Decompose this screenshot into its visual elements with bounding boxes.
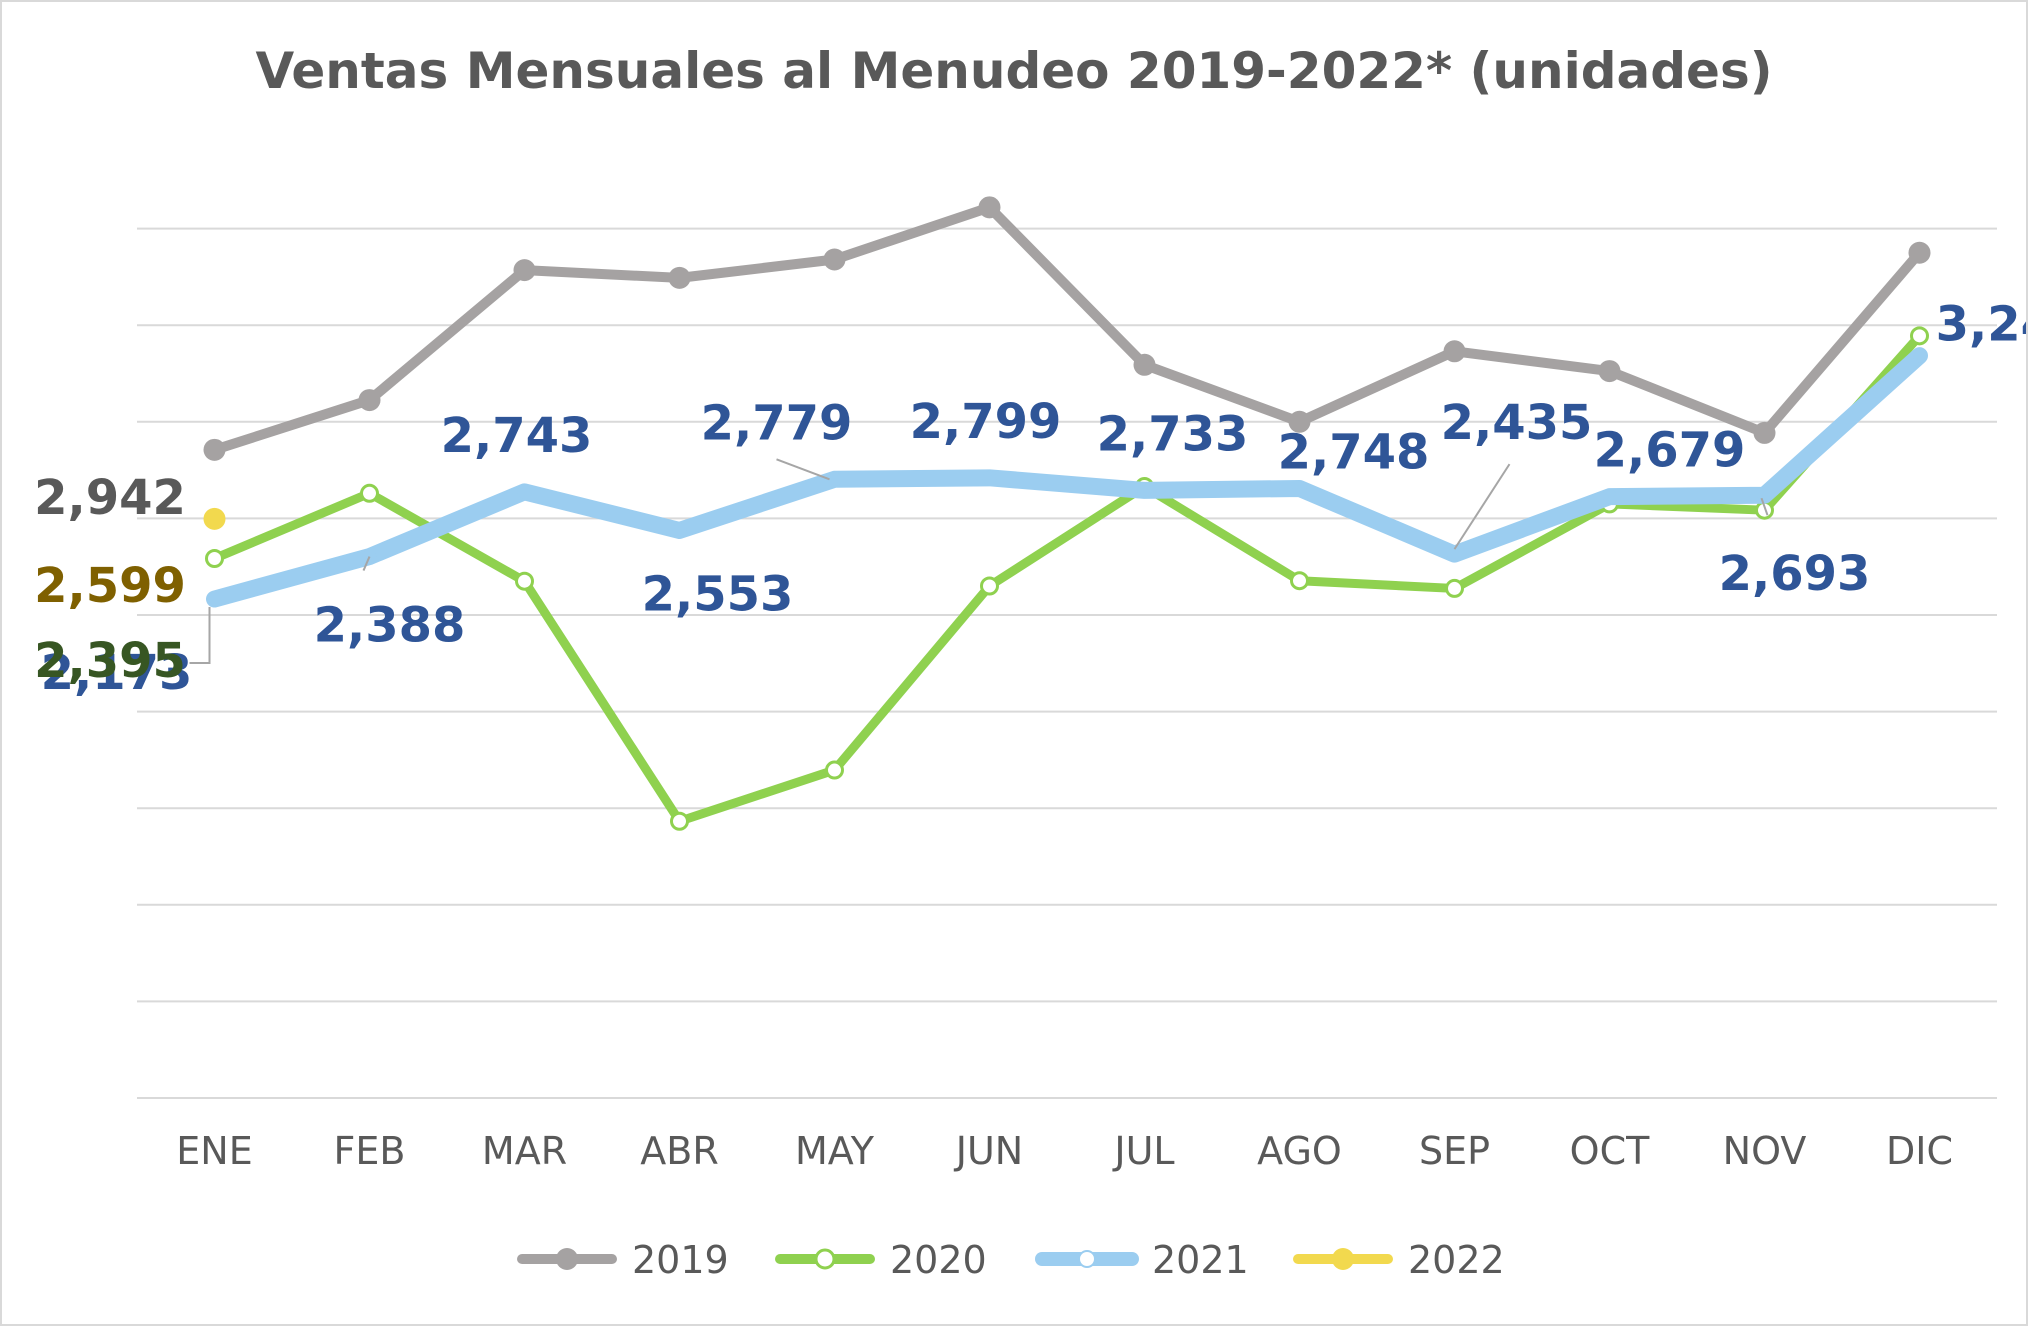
series-line-2020 <box>210 331 1924 826</box>
data-label: 2,173 <box>41 645 193 701</box>
data-point <box>513 259 536 282</box>
data-point <box>823 248 846 271</box>
data-label: 2,779 <box>701 395 853 451</box>
data-point <box>668 266 691 289</box>
leader-line <box>776 458 830 481</box>
leader-line <box>1453 463 1511 550</box>
data-point <box>1133 353 1156 376</box>
side-data-label: 2,942 <box>34 470 186 526</box>
data-point <box>1598 360 1621 383</box>
data-point <box>978 196 1001 219</box>
data-point <box>1910 326 1929 346</box>
side-data-label: 2,599 <box>34 558 186 614</box>
legend-label: 2020 <box>890 1238 987 1282</box>
data-label: 2,679 <box>1594 423 1746 479</box>
x-tick-label: ABR <box>640 1129 718 1173</box>
legend-label: 2022 <box>1408 1238 1505 1282</box>
label-leader-lines <box>189 458 1769 665</box>
chart-title: Ventas Mensuales al Menudeo 2019-2022* (… <box>255 42 1772 100</box>
data-label: 2,388 <box>314 598 466 654</box>
legend-label: 2019 <box>632 1238 729 1282</box>
legend-item-2019: 2019 <box>517 1238 729 1282</box>
data-point <box>1912 348 1927 363</box>
legend-item-2022: 2022 <box>1293 1238 1505 1282</box>
legend-item-2020: 2020 <box>775 1238 987 1282</box>
data-point <box>207 592 222 607</box>
data-point <box>517 484 532 499</box>
x-tick-label: MAR <box>482 1129 567 1173</box>
legend-label: 2021 <box>1152 1238 1249 1282</box>
series-lines <box>203 196 1931 831</box>
x-tick-label: OCT <box>1570 1129 1650 1173</box>
data-point <box>825 760 844 780</box>
data-label: 2,743 <box>441 408 593 464</box>
data-point <box>1753 421 1776 444</box>
leader-line <box>362 556 371 571</box>
data-label: 2,435 <box>1441 395 1593 451</box>
series-2022 <box>203 507 226 530</box>
legend-marker <box>814 1248 836 1270</box>
legend-marker <box>1332 1248 1354 1270</box>
series-2021 <box>206 347 1928 608</box>
data-label: 3,247 <box>1936 297 2026 353</box>
x-tick-label: FEB <box>334 1129 406 1173</box>
data-point <box>980 576 999 596</box>
legend-marker <box>1078 1250 1096 1268</box>
data-point <box>1443 340 1466 363</box>
data-point <box>672 523 687 538</box>
legend: 2019 2020 2021 2022 <box>517 1238 1505 1282</box>
side-data-label: 2,395 <box>34 633 186 689</box>
data-point <box>515 571 534 591</box>
data-label: 2,748 <box>1278 424 1430 480</box>
data-point <box>1447 547 1462 562</box>
leader-line <box>1760 497 1769 516</box>
x-tick-label: NOV <box>1723 1129 1807 1173</box>
data-point <box>670 811 689 831</box>
data-point <box>1292 481 1307 496</box>
data-label: 2,553 <box>642 566 794 622</box>
series-2020 <box>205 326 1929 831</box>
data-point <box>1908 241 1931 264</box>
x-tick-label: MAY <box>795 1129 875 1173</box>
series-line-2021 <box>206 347 1928 608</box>
x-tick-label: AGO <box>1257 1129 1342 1173</box>
data-point <box>205 548 224 568</box>
data-label: 2,733 <box>1097 406 1249 462</box>
legend-marker <box>556 1248 578 1270</box>
legend-item-2021: 2021 <box>1035 1238 1249 1282</box>
data-point <box>1290 571 1309 591</box>
data-point <box>1137 483 1152 498</box>
data-point <box>358 389 381 412</box>
data-point <box>1445 578 1464 598</box>
x-tick-label: DIC <box>1886 1129 1953 1173</box>
series-2019 <box>203 196 1931 461</box>
data-point <box>203 438 226 461</box>
data-point <box>360 483 379 503</box>
x-tick-label: JUL <box>1112 1129 1174 1173</box>
data-point <box>1288 410 1311 433</box>
data-point <box>982 470 997 485</box>
data-labels: 2,173 2,388 2,743 2,553 2,779 2,799 2,733 2,748… <box>34 297 2026 701</box>
leader-line <box>189 607 211 665</box>
data-point <box>1757 488 1772 503</box>
x-tick-label: JUN <box>954 1129 1023 1173</box>
series-line-2019 <box>209 202 1925 455</box>
data-point <box>1602 489 1617 504</box>
data-label: 2,799 <box>910 394 1062 450</box>
x-tick-label: SEP <box>1419 1129 1490 1173</box>
data-point <box>827 472 842 487</box>
data-point <box>203 507 226 530</box>
x-axis-ticks: ENE FEB MAR ABR MAY JUN JUL AGO SEP OCT NOV DIC <box>176 1129 1953 1173</box>
data-label: 2,693 <box>1719 546 1871 602</box>
x-tick-label: ENE <box>176 1129 252 1173</box>
